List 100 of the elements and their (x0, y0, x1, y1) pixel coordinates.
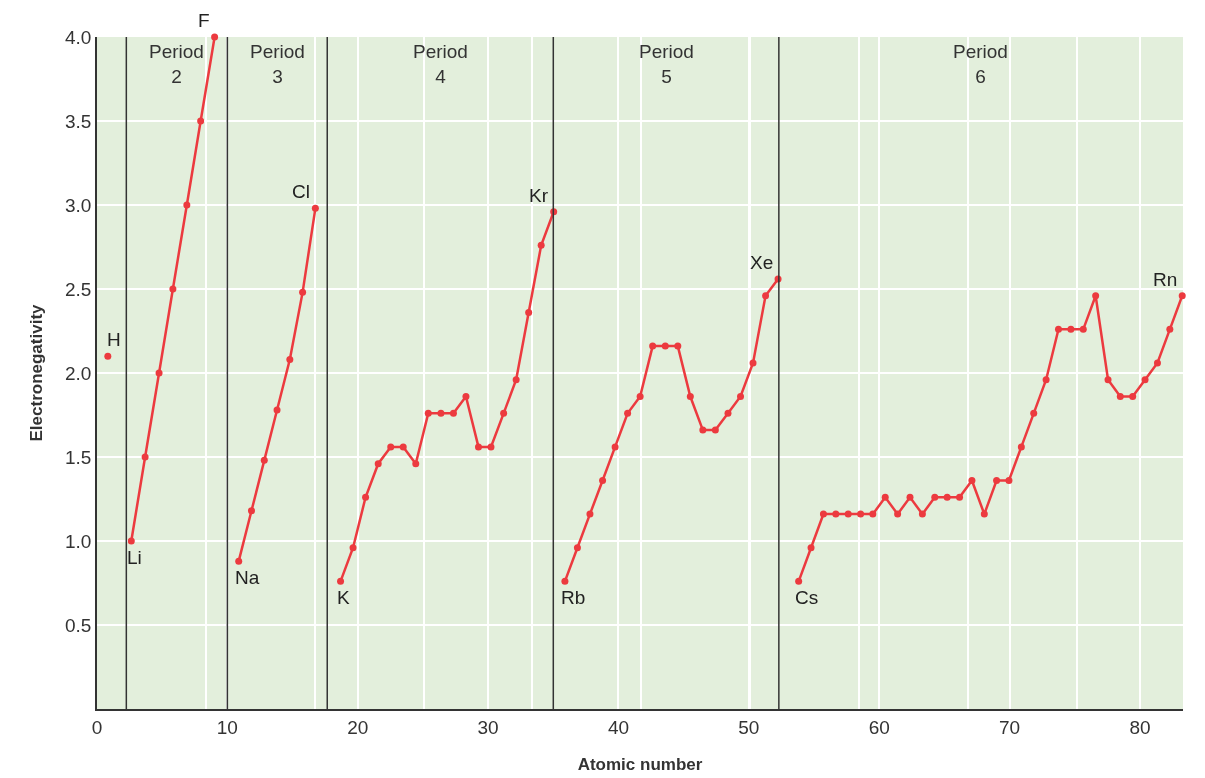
point (449, 409, 457, 417)
point (1129, 393, 1137, 401)
point (537, 241, 545, 249)
point (1067, 325, 1075, 333)
point (169, 285, 177, 293)
point (286, 356, 294, 364)
x-axis-title: Atomic number (577, 755, 703, 775)
point (980, 510, 988, 518)
annotation: Period 5 (639, 41, 694, 87)
point (737, 393, 745, 401)
x-tick-label: 50 (738, 716, 760, 738)
point (235, 557, 243, 565)
point (1017, 443, 1025, 451)
annotation: Period 6 (953, 41, 1008, 87)
y-tick-label: 3.0 (65, 194, 92, 216)
point (349, 544, 357, 552)
point (1141, 376, 1149, 384)
point (749, 359, 757, 367)
point (512, 376, 520, 384)
point (1005, 477, 1013, 485)
point (362, 493, 370, 501)
point (412, 460, 420, 468)
x-tick-label: 30 (477, 716, 499, 738)
point (500, 409, 508, 417)
x-tick-label: 60 (868, 716, 890, 738)
point (337, 577, 345, 585)
point (795, 577, 803, 585)
point (599, 477, 607, 485)
point (399, 443, 407, 451)
point (1104, 376, 1112, 384)
point (661, 342, 669, 350)
point (819, 510, 827, 518)
y-tick-label: 1.5 (65, 446, 92, 468)
point (1030, 409, 1038, 417)
point (474, 443, 482, 451)
point (956, 493, 964, 501)
annotation: Period 2 (149, 41, 204, 87)
point (155, 369, 163, 377)
point (1178, 292, 1186, 300)
point (374, 460, 382, 468)
point (993, 477, 1001, 485)
point (424, 409, 432, 417)
annotation: Period 3 (250, 41, 305, 87)
point (832, 510, 840, 518)
point (1042, 376, 1050, 384)
y-tick-label: 4.0 (65, 26, 92, 48)
point (674, 342, 682, 350)
point (881, 493, 889, 501)
point (611, 443, 619, 451)
point (1116, 393, 1124, 401)
point (636, 393, 644, 401)
point (387, 443, 395, 451)
point (260, 456, 268, 464)
y-tick-label: 0.5 (65, 614, 92, 636)
y-tick-label: 1.0 (65, 530, 92, 552)
point (699, 426, 707, 434)
point (807, 544, 815, 552)
point (869, 510, 877, 518)
point (487, 443, 495, 451)
point (299, 288, 307, 296)
annotation: F (198, 10, 210, 31)
point (711, 426, 719, 434)
point (561, 577, 569, 585)
point (906, 493, 914, 501)
point (1092, 292, 1100, 300)
point (183, 201, 191, 209)
point (437, 409, 445, 417)
annotation: Rb (561, 587, 586, 608)
point (686, 393, 694, 401)
point (943, 493, 951, 501)
annotation: Xe (750, 252, 774, 273)
annotation: Period 4 (413, 41, 468, 87)
annotation: Rn (1153, 269, 1178, 290)
annotation: H (107, 329, 121, 350)
point (127, 537, 135, 545)
x-tick-label: 80 (1129, 716, 1151, 738)
x-tick-label: 10 (216, 716, 238, 738)
point (844, 510, 852, 518)
annotation: Na (235, 567, 260, 588)
x-tick-label: 70 (999, 716, 1021, 738)
y-tick-label: 3.5 (65, 110, 92, 132)
y-tick-label: 2.5 (65, 278, 92, 300)
point (857, 510, 865, 518)
x-tick-label: 0 (91, 716, 103, 738)
annotation: Cs (795, 587, 819, 608)
point (197, 117, 205, 125)
point (211, 33, 219, 41)
point (968, 477, 976, 485)
point (141, 453, 149, 461)
point (762, 292, 770, 300)
annotation: Kr (529, 185, 549, 206)
x-tick-label: 40 (607, 716, 630, 738)
y-tick-label: 2.0 (65, 362, 92, 384)
point (918, 510, 926, 518)
point (247, 507, 255, 515)
point (311, 204, 319, 212)
point (573, 544, 581, 552)
annotation: K (337, 587, 350, 608)
y-axis-title: Electronegativity (27, 303, 47, 442)
point (931, 493, 939, 501)
